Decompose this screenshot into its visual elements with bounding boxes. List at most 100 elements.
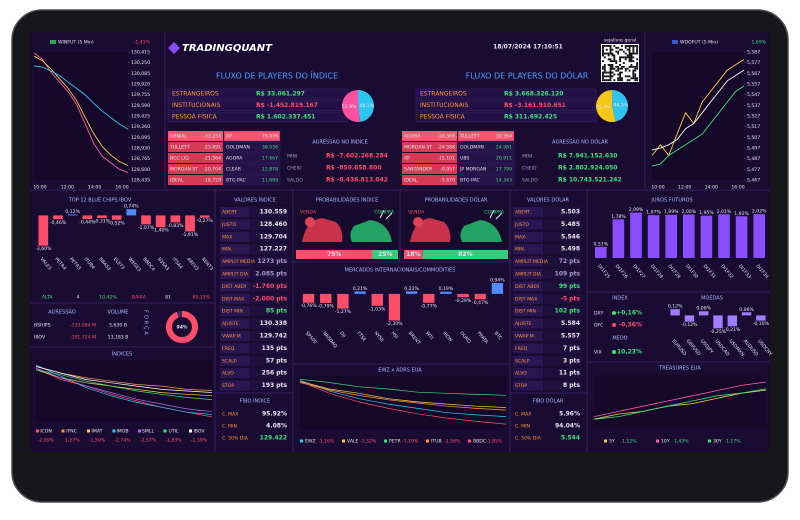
- row-label: SCALP: [222, 358, 237, 364]
- qr-module: [636, 77, 639, 80]
- row-label: DIST MIN: [222, 309, 243, 315]
- qr-module: [617, 77, 620, 80]
- qr-module: [602, 46, 604, 49]
- qr-module: [607, 79, 610, 82]
- bar-label: -0,10%: [753, 321, 770, 327]
- row-value: 85 pts: [266, 308, 288, 315]
- qr-module: [621, 45, 623, 47]
- broker-name: MORGAN ST: [170, 167, 198, 173]
- pie-label: 51,9%: [342, 104, 357, 110]
- bar: [337, 293, 349, 309]
- row-label: VWAP M.: [222, 334, 242, 340]
- qr-module: [619, 67, 621, 70]
- row-bg: [544, 231, 582, 242]
- chart-area: [34, 52, 128, 180]
- broker-name: TULLETT: [459, 134, 480, 140]
- qr-module: [619, 48, 621, 51]
- bar-label: -2,30%: [386, 321, 403, 327]
- qr-module: [621, 65, 623, 68]
- qr-module: [605, 45, 608, 47]
- row-bg: [251, 306, 289, 317]
- bar: [423, 293, 435, 303]
- legend-swatch: [138, 429, 141, 433]
- row-label: ABERT.: [515, 210, 531, 216]
- row-value: 129.742: [260, 333, 287, 340]
- row-value: -101,724 M: [70, 335, 96, 341]
- y-tick-label: 5,547: [747, 92, 760, 98]
- bar: [185, 215, 195, 232]
- pie-slice: [595, 90, 616, 122]
- qr-module: [609, 69, 612, 72]
- logo-icon: [168, 42, 180, 54]
- row-bg: [544, 256, 582, 267]
- row-bg: [544, 219, 582, 230]
- qr-module: [636, 52, 639, 55]
- qr-module: [613, 60, 616, 63]
- x-tick-label: 12:00: [61, 185, 74, 191]
- qr-module: [628, 60, 631, 63]
- legend-swatch: [163, 429, 167, 433]
- row-value: R$ -7.602.268.284: [326, 153, 388, 160]
- qr-module: [626, 54, 629, 57]
- line: [35, 364, 213, 415]
- row-value: 95.92%: [262, 411, 287, 418]
- row-label: ALVO: [222, 371, 234, 377]
- y-tick-label: 5,497: [747, 146, 760, 152]
- legend-swatch: [300, 439, 303, 443]
- seller-cell: [168, 153, 223, 163]
- qr-module: [630, 77, 633, 80]
- qr-module: [636, 58, 639, 61]
- prob-bar: [422, 250, 508, 259]
- qr-module: [626, 45, 629, 47]
- qr-module: [607, 45, 610, 47]
- prob-bar: [404, 250, 423, 259]
- bull-horns: [379, 209, 393, 220]
- broker-name: UBS: [460, 156, 469, 162]
- broker-value: -20.704: [203, 167, 221, 173]
- row-label: MAX: [222, 234, 232, 240]
- bar-label: -0,12%: [681, 322, 698, 328]
- legend-name: EWZ: [305, 439, 316, 445]
- qr-module: [602, 65, 604, 68]
- bar-label: 0,74%: [124, 204, 139, 210]
- broker-value: -33.233: [203, 134, 221, 140]
- prob-bar: [372, 250, 398, 259]
- legend-change: -1,19%: [402, 439, 419, 445]
- qr-module: [609, 79, 612, 82]
- y-tick-label: 130,250: [131, 60, 150, 66]
- qr-module: [621, 56, 623, 59]
- prob-label: VENDA: [408, 210, 425, 216]
- x-tick-label: 10:00: [33, 185, 46, 191]
- row-bg: [251, 355, 289, 366]
- row-bg: [220, 231, 250, 242]
- legend-swatch: [87, 429, 90, 433]
- qr-module: [609, 52, 612, 55]
- qr-module: [636, 62, 639, 64]
- row-value: 5.498: [561, 246, 580, 253]
- bar-label: 1,78%: [611, 214, 626, 220]
- broker-name: JP MORGAN: [459, 167, 487, 173]
- qr-module: [628, 45, 631, 47]
- broker-name: GENIAL: [170, 134, 187, 140]
- y-tick-label: 129,425: [131, 114, 150, 120]
- status-dot: [612, 350, 616, 354]
- qr-module: [622, 62, 625, 64]
- qr-module: [602, 52, 604, 55]
- qr-module: [609, 67, 612, 70]
- qr-module: [621, 48, 623, 51]
- qr-module: [634, 77, 637, 80]
- pie-slice: [612, 90, 628, 122]
- qr-module: [632, 77, 635, 80]
- row-bg: [544, 343, 582, 354]
- broker-value: 30.364: [496, 134, 512, 140]
- qr-module: [613, 56, 616, 59]
- qr-module: [632, 71, 635, 74]
- qr-module: [632, 73, 635, 76]
- qr-module: [602, 50, 604, 53]
- qr-module: [613, 45, 616, 47]
- legend-change: -2,89%: [38, 438, 55, 444]
- row-label: JUSTO: [221, 222, 236, 228]
- bar-label: -0,31%: [94, 219, 111, 225]
- row-value: R$ 3.668.326.120: [504, 91, 563, 98]
- buyer-cell: [223, 130, 281, 142]
